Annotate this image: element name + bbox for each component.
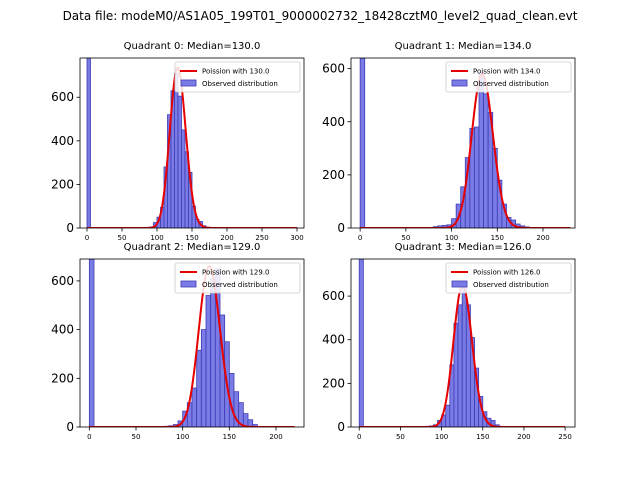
quadrant-2-legend-label-observed: Observed distribution [202,281,278,289]
quadrant-3-spike-bar [358,259,364,427]
quadrant-1-y-tick-label: 400 [322,115,345,129]
quadrant-2-legend-box [174,262,301,294]
quadrant-0-panel: Quadrant 0: Median=130.0 0 50 100 150 200 250 3… [51,41,305,242]
quadrant-3-x-tick-label: 50 [396,433,405,441]
quadrant-3-legend-label-observed: Observed distribution [473,281,549,289]
quadrant-2-x-tick-label: 150 [223,433,236,441]
quadrant-0-legend-label-observed: Observed distribution [202,80,278,88]
quadrant-3-y-tick-label: 400 [322,333,345,347]
quadrant-2-x-tick-label: 50 [132,433,141,441]
quadrant-0-histogram-bar [174,72,179,228]
quadrant-2-y-tick-label: 600 [51,274,74,288]
quadrant-1-data [359,58,571,228]
quadrant-0-y-tick-label: 400 [51,134,74,148]
quadrant-3-x-tick-label: 100 [435,433,448,441]
quadrant-0-x-tick-label: 300 [290,234,303,242]
quadrant-0-legend: Poission with 130.0 Observed distribution [174,61,301,93]
quadrant-1-spike-bar [359,58,366,228]
quadrant-0-histogram-bar [177,95,182,228]
quadrant-3-histogram-bar [445,404,451,427]
quadrant-1-histogram-bar [474,126,480,228]
figure-suptitle: Data file: modeM0/AS1A05_199T01_90000027… [63,9,578,23]
quadrant-2-title: Quadrant 2: Median=129.0 [124,242,261,253]
quadrant-0-y-tick-label: 0 [66,221,74,235]
quadrant-3-legend-box [445,262,572,294]
quadrant-2-histogram-bar [210,278,216,427]
quadrant-1-x-tick-label: 50 [401,234,410,242]
quadrant-0-title: Quadrant 0: Median=130.0 [124,41,261,52]
quadrant-2-legend-bar-swatch [180,280,197,288]
quadrant-2-legend-label-poisson: Poission with 129.0 [202,269,270,277]
quadrant-0-x-tick-label: 200 [220,234,233,242]
quadrant-3-x-tick-label: 150 [476,433,489,441]
quadrant-2-panel: Quadrant 2: Median=129.0 0 50 100 150 200 0 200… [51,242,305,441]
quadrant-0-x-tick-label: 50 [118,234,127,242]
quadrant-0-y-tick-label: 600 [51,90,74,104]
quadrant-0-legend-label-poisson: Poission with 130.0 [202,68,270,76]
quadrant-3-histogram-bar [490,420,496,427]
quadrant-1-legend-bar-swatch [451,79,468,87]
quadrant-0-x-tick-label: 100 [150,234,163,242]
quadrant-1-legend-label-poisson: Poission with 134.0 [473,68,541,76]
quadrant-2-data [88,259,295,427]
quadrant-1-histogram-bar [478,72,484,228]
quadrant-2-histogram-bar [196,349,202,427]
quadrant-0-x-tick-label: 250 [255,234,268,242]
quadrant-2-x-tick-label: 100 [176,433,189,441]
quadrant-0-legend-bar-swatch [180,79,197,87]
quadrant-1-y-tick-label: 600 [322,62,345,76]
quadrant-2-x-tick-label: 0 [87,433,91,441]
quadrant-2-legend: Poission with 129.0 Observed distribution [174,262,301,294]
quadrant-0-x-tick-label: 0 [85,234,89,242]
quadrant-3-histogram-bar [457,304,463,427]
quadrant-3-y-tick-label: 0 [337,420,345,434]
quadrant-0-y-tick-label: 200 [51,177,74,191]
quadrant-1-y-tick-label: 200 [322,168,345,182]
quadrant-0-data [86,58,297,228]
quadrant-1-legend: Poission with 134.0 Observed distribution [445,61,572,93]
quadrant-1-title: Quadrant 1: Median=134.0 [395,41,532,52]
quadrant-3-y-tick-label: 200 [322,376,345,390]
quadrant-1-x-tick-label: 200 [536,234,549,242]
quadrant-1-poisson-curve [360,72,571,228]
quadrant-1-legend-box [445,61,572,93]
quadrant-2-axes-frame [79,258,305,428]
quadrant-3-title: Quadrant 3: Median=126.0 [395,242,532,253]
quadrant-1-y-tick-label: 0 [337,221,345,235]
quadrant-0-legend-box [174,61,301,93]
quadrant-0-poisson-curve [87,66,297,228]
quadrant-1-panel: Quadrant 1: Median=134.0 0 50 100 150 200 0 200… [322,41,576,242]
quadrant-3-x-tick-label: 250 [558,433,571,441]
quadrant-2-y-tick-label: 200 [51,371,74,385]
quadrant-3-legend: Poission with 126.0 Observed distribution [445,262,572,294]
quadrant-2-x-tick-label: 200 [269,433,282,441]
subplot-grid: Quadrant 0: Median=130.0 0 50 100 150 200 250 3… [51,41,576,441]
quadrant-3-histogram-bar [461,284,467,427]
quadrant-3-legend-bar-swatch [451,280,468,288]
quadrant-1-legend-label-observed: Observed distribution [473,80,549,88]
quadrant-3-x-tick-label: 200 [517,433,530,441]
quadrant-2-y-tick-label: 0 [66,420,74,434]
quadrant-2-histogram-bar [200,329,207,427]
quadrant-1-x-tick-label: 0 [358,234,362,242]
quadrant-2-spike-bar [88,259,95,427]
quadrant-0-histogram-bar [181,129,186,228]
quadrant-1-x-tick-label: 150 [491,234,504,242]
quadrant-3-x-tick-label: 0 [357,433,361,441]
quadrant-0-spike-bar [86,58,91,228]
quadrant-1-axes-frame [350,57,576,229]
quadrant-3-legend-label-poisson: Poission with 126.0 [473,269,541,277]
quadrant-1-x-tick-label: 100 [445,234,458,242]
quadrant-2-histogram-bar [205,295,212,427]
quadrant-2-y-tick-label: 400 [51,323,74,337]
quadrant-3-axes-frame [350,258,576,428]
quadrant-2-histogram-bar [191,387,198,427]
quadrant-3-y-tick-label: 600 [322,289,345,303]
quadrant-3-panel: Quadrant 3: Median=126.0 0 50 100 150 200 250 0… [322,242,576,441]
quadrant-0-x-tick-label: 150 [185,234,198,242]
quadrant-1-histogram-bar [483,93,489,228]
